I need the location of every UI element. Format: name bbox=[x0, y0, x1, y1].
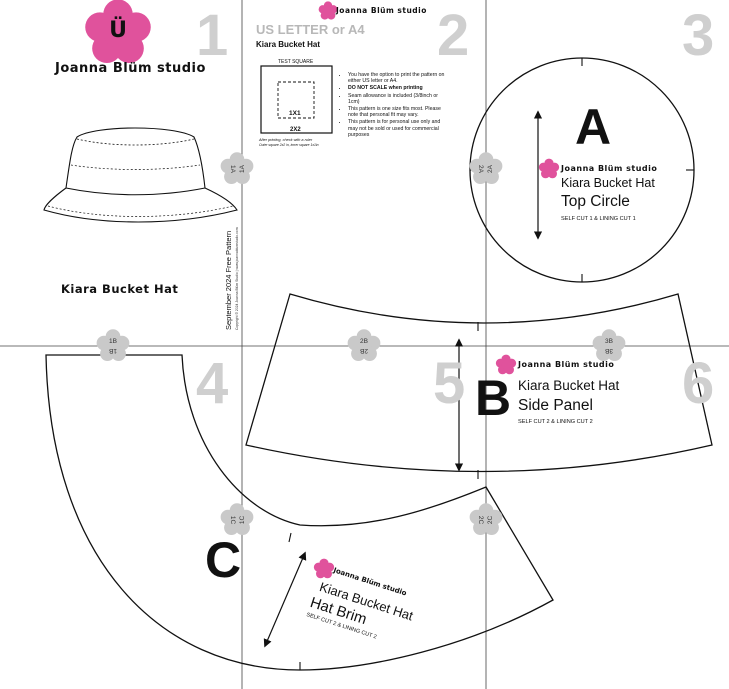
tile-marker-1a-icon bbox=[220, 152, 254, 185]
piece-c-grainline bbox=[263, 551, 307, 648]
paper-size-heading: US LETTER or A4 bbox=[256, 22, 365, 37]
tile-label-2c-right: 2C bbox=[487, 516, 494, 525]
test-square-inner bbox=[277, 81, 315, 119]
test-note-line2: Outer square 2x2 in, inner square 1x1in bbox=[259, 143, 319, 147]
brand-logo-small-c bbox=[313, 558, 335, 579]
test-square-label: TEST SQUARE bbox=[278, 59, 314, 65]
page-number-1: 1 bbox=[196, 3, 229, 68]
tile-marker-2b-icon bbox=[347, 329, 381, 362]
piece-b-cut: SELF CUT 2 & LINING CUT 2 bbox=[518, 419, 593, 425]
piece-c-hat-brim bbox=[45, 354, 554, 671]
vertical-credits: September 2024 Free Pattern Copyright © … bbox=[224, 227, 239, 330]
tile-marker-1b-icon bbox=[96, 329, 130, 362]
piece-a-name: Top Circle bbox=[561, 193, 630, 210]
piece-a-top-circle bbox=[469, 57, 695, 283]
piece-b-outline bbox=[245, 293, 713, 473]
tile-label-2b-bottom: 2B bbox=[360, 347, 368, 354]
tile-label-3b-top: 3B bbox=[605, 338, 613, 345]
info-bullet: Seam allowance is included (3/8inch or 1… bbox=[348, 93, 448, 105]
tile-marker-2c-icon bbox=[469, 503, 503, 536]
test-square-outer bbox=[260, 65, 333, 134]
tile-label-2c-left: 2C bbox=[477, 516, 484, 525]
tile-marker-1c-icon bbox=[220, 503, 254, 536]
piece-b-title: Kiara Bucket Hat bbox=[518, 378, 620, 393]
tile-label-1a-right: 1A bbox=[239, 164, 246, 173]
inner-square-label: 1X1 bbox=[289, 110, 301, 117]
cover-brand-name: Joanna Blüm studio bbox=[55, 61, 206, 76]
page-number-2: 2 bbox=[437, 3, 470, 68]
tile-label-1a-left: 1A bbox=[229, 165, 236, 174]
piece-b-name: Side Panel bbox=[518, 397, 593, 414]
vertical-copyright-text: Copyright © 2024 Joanna Blüm Studio | ww… bbox=[235, 227, 239, 330]
tile-label-2a-right: 2A bbox=[487, 164, 494, 173]
piece-a-title: Kiara Bucket Hat bbox=[561, 176, 655, 190]
tile-marker-3b-icon bbox=[592, 329, 626, 362]
tile-label-1b-bottom: 1B bbox=[109, 347, 117, 354]
piece-a-brand: Joanna Blüm studio bbox=[561, 164, 658, 173]
tile-label-2a-left: 2A bbox=[477, 165, 484, 174]
piece-b-brand: Joanna Blüm studio bbox=[518, 360, 615, 369]
page-number-3: 3 bbox=[682, 3, 715, 68]
info-bullet: DO NOT SCALE when printing bbox=[348, 85, 448, 91]
tile-marker-2a-icon bbox=[469, 152, 503, 185]
tile-marker-labels: 1A 1A 2A 2A 1B 1B 2B 2B 3B 3B 1C 1C 2C 2… bbox=[109, 164, 613, 524]
info-bullet: This pattern is for personal use only an… bbox=[348, 119, 448, 138]
piece-a-cut: SELF CUT 1 & LINING CUT 1 bbox=[561, 216, 636, 222]
test-square bbox=[260, 65, 333, 134]
outer-square-label: 2X2 bbox=[290, 127, 301, 133]
piece-c-outline bbox=[45, 354, 554, 671]
brand-logo-small-a bbox=[538, 158, 560, 179]
page-number-6: 6 bbox=[682, 351, 715, 416]
piece-b-letter: B bbox=[475, 370, 512, 426]
cover-hat-name: Kiara Bucket Hat bbox=[61, 282, 179, 296]
page-number-4: 4 bbox=[196, 351, 229, 416]
info-bullet: You have the option to print the pattern… bbox=[348, 72, 448, 84]
tile-label-1c-left: 1C bbox=[229, 516, 236, 525]
tile-label-3b-bottom: 3B bbox=[605, 347, 613, 354]
test-note-line1: After printing, check with a ruler bbox=[259, 138, 313, 142]
info-subheading: Kiara Bucket Hat bbox=[256, 40, 321, 49]
page2-brand-name: Joanna Blüm studio bbox=[336, 6, 427, 15]
page-number-5: 5 bbox=[433, 351, 466, 416]
piece-a-letter: A bbox=[575, 99, 612, 155]
tile-label-1c-right: 1C bbox=[239, 516, 246, 525]
brand-logo-letter: Ü bbox=[109, 18, 127, 43]
piece-c-letter: C bbox=[205, 532, 242, 588]
bucket-hat-illustration bbox=[43, 127, 238, 223]
tile-label-2b-top: 2B bbox=[360, 338, 368, 345]
tile-label-1b-top: 1B bbox=[109, 338, 117, 345]
piece-c-notches bbox=[288, 532, 301, 670]
info-bullet: This pattern is one size fits most. Plea… bbox=[348, 106, 448, 118]
brand-logo-small-page2 bbox=[318, 1, 338, 20]
piece-b-side-panel bbox=[245, 293, 713, 479]
info-bullet-list: You have the option to print the pattern… bbox=[340, 72, 448, 139]
vertical-date-text: September 2024 Free Pattern bbox=[224, 231, 233, 330]
